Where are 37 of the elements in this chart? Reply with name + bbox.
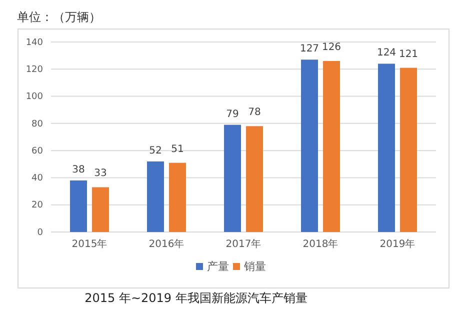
y-tick-label: 80 (32, 119, 44, 130)
legend-label: 销量 (243, 260, 266, 273)
data-label: 124 (376, 48, 396, 59)
data-label: 38 (72, 164, 85, 176)
y-axis-title: 单位：（万辆） (17, 10, 101, 24)
x-tick-label: 2018年 (302, 238, 338, 250)
bar (301, 60, 318, 232)
data-label: 79 (226, 108, 239, 120)
data-label: 121 (398, 48, 418, 60)
bar (147, 161, 164, 232)
x-tick-label: 2019年 (380, 238, 416, 250)
x-tick-label: 2015年 (72, 238, 108, 250)
bar (378, 64, 395, 232)
bar (400, 68, 417, 232)
y-tick-label: 20 (32, 200, 44, 211)
x-tick-label: 2016年 (148, 238, 184, 250)
bar (323, 61, 340, 232)
x-tick-label: 2017年 (226, 238, 262, 250)
data-label: 52 (149, 145, 162, 156)
bar (224, 124, 241, 232)
bar (169, 162, 186, 232)
bar (70, 180, 87, 232)
bar (246, 126, 263, 232)
y-tick-label: 120 (26, 65, 44, 76)
data-label: 33 (94, 168, 107, 180)
y-tick-label: 140 (26, 38, 44, 48)
data-label: 126 (322, 42, 342, 53)
y-tick-label: 60 (32, 146, 44, 156)
y-tick-label: 100 (26, 92, 44, 102)
y-tick-label: 0 (37, 228, 44, 238)
y-tick-label: 40 (32, 174, 44, 184)
bar (92, 187, 109, 232)
data-label: 127 (300, 44, 320, 55)
data-label: 51 (171, 144, 184, 155)
data-label: 78 (248, 107, 261, 118)
text: 2015 年~2019 年我国新能源汽车产销量 (84, 291, 308, 305)
legend-label: 产量 (207, 260, 229, 273)
